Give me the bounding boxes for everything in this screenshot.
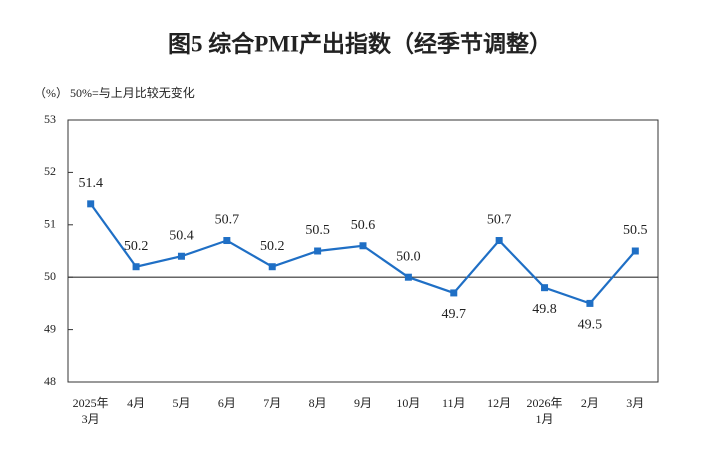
x-tick-label: 2025年 3月 (73, 396, 109, 426)
x-tick-label: 3月 (626, 396, 644, 410)
x-tick-label: 4月 (127, 396, 145, 410)
data-point (87, 200, 95, 208)
data-label: 50.7 (215, 213, 240, 228)
data-point (404, 273, 412, 281)
x-tick-label: 12月 (487, 396, 511, 410)
data-point (268, 263, 276, 271)
x-tick-label: 2026年 1月 (527, 396, 563, 426)
data-point (495, 237, 503, 245)
x-tick-label: 10月 (396, 396, 420, 410)
annotation: 50%=与上月比较无变化 (70, 85, 195, 100)
x-tick-label: 2月 (581, 396, 599, 410)
data-label: 50.2 (124, 239, 149, 254)
data-label: 49.7 (442, 307, 467, 322)
y-tick-label: 52 (44, 164, 56, 178)
data-label: 50.6 (351, 218, 376, 233)
data-point (177, 252, 185, 260)
data-label: 50.4 (169, 228, 194, 243)
data-label: 49.8 (532, 302, 557, 317)
y-tick-label: 50 (44, 269, 56, 283)
x-tick-label: 11月 (442, 396, 466, 410)
data-label: 50.2 (260, 239, 285, 254)
y-tick-label: 48 (44, 374, 56, 388)
x-tick-label: 8月 (309, 396, 327, 410)
data-label: 50.0 (396, 249, 421, 264)
y-tick-label: 49 (44, 321, 56, 335)
unit-label: （%） (34, 86, 68, 100)
data-point (450, 289, 458, 297)
data-point (314, 247, 322, 255)
x-tick-label: 5月 (172, 396, 190, 410)
data-label: 50.5 (623, 223, 648, 238)
data-point (359, 242, 367, 250)
data-point (223, 237, 231, 245)
data-point (631, 247, 639, 255)
y-tick-label: 53 (44, 112, 56, 126)
x-tick-label: 6月 (218, 396, 236, 410)
y-tick-label: 51 (44, 217, 56, 231)
x-tick-label: 9月 (354, 396, 372, 410)
data-point (132, 263, 140, 271)
data-point (586, 299, 594, 307)
data-label: 51.4 (78, 176, 103, 191)
x-tick-label: 7月 (263, 396, 281, 410)
data-label: 50.7 (487, 213, 512, 228)
data-point (541, 284, 549, 292)
plot-frame (67, 119, 659, 383)
chart-title: 图5 综合PMI产出指数（经季节调整） (168, 30, 552, 56)
data-label: 49.5 (578, 318, 603, 333)
data-label: 50.5 (305, 223, 330, 238)
